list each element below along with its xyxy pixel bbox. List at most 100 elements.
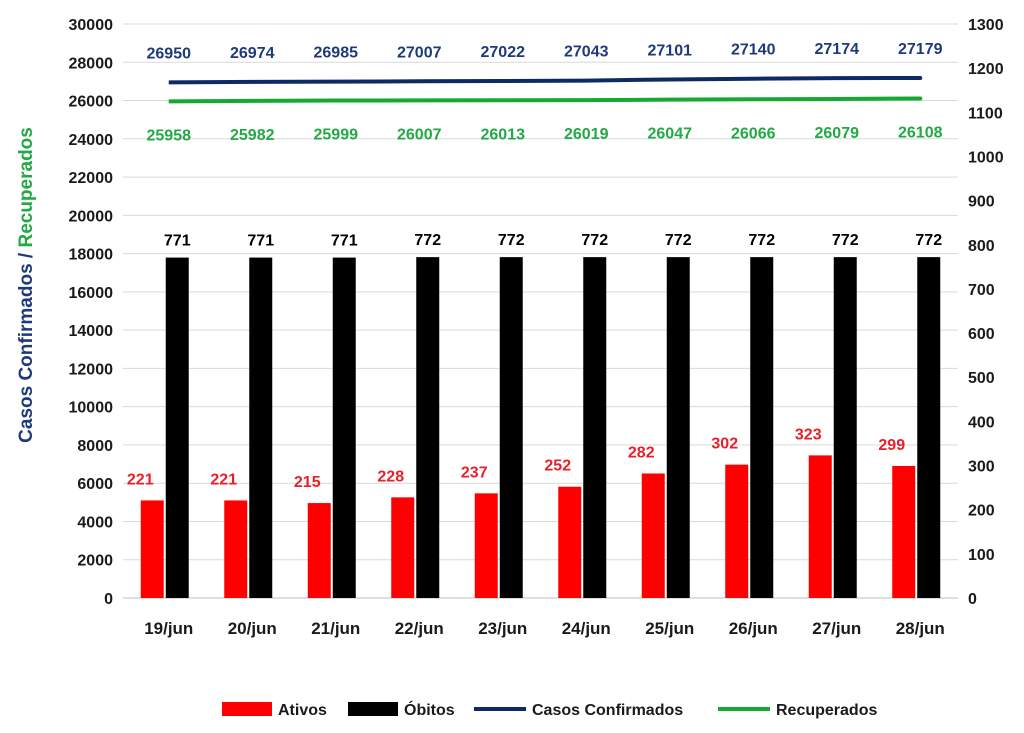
left-tick-label: 20000 bbox=[69, 208, 114, 225]
left-tick-label: 8000 bbox=[77, 438, 113, 455]
bar-obitos bbox=[499, 257, 523, 598]
x-tick-label: 25/jun bbox=[645, 619, 694, 638]
bar-obitos bbox=[666, 257, 690, 598]
right-tick-label: 900 bbox=[968, 194, 995, 211]
data-label-ativos: 228 bbox=[377, 468, 404, 485]
right-tick-label: 400 bbox=[968, 414, 995, 431]
line-marks bbox=[168, 75, 923, 104]
left-tick-label: 18000 bbox=[69, 247, 114, 264]
data-label-recuperados: 26066 bbox=[731, 125, 776, 142]
left-tick-label: 6000 bbox=[77, 476, 113, 493]
data-label-ativos: 282 bbox=[628, 444, 655, 461]
y-axis-label-recuperados: Recuperados bbox=[16, 127, 37, 247]
left-axis: 0 2000 4000 6000 8000 10000 12000 14000 16000 180… bbox=[69, 17, 114, 608]
bar-ativos bbox=[307, 503, 331, 598]
bar-ativos bbox=[808, 455, 832, 598]
line-casos-confirmados bbox=[168, 75, 923, 85]
data-label-recuperados: 26108 bbox=[898, 124, 943, 141]
right-tick-label: 200 bbox=[968, 503, 995, 520]
left-tick-label: 26000 bbox=[69, 94, 114, 111]
bar-obitos bbox=[583, 257, 607, 598]
bar-ativos bbox=[725, 464, 749, 598]
data-label-ativos: 221 bbox=[210, 471, 237, 488]
right-tick-label: 1000 bbox=[968, 149, 1004, 166]
right-tick-label: 0 bbox=[968, 591, 977, 608]
left-tick-label: 12000 bbox=[69, 361, 114, 378]
data-label-recuperados: 25958 bbox=[147, 127, 192, 144]
right-tick-label: 300 bbox=[968, 459, 995, 476]
data-label-obitos: 772 bbox=[665, 232, 692, 249]
data-label-obitos: 772 bbox=[581, 232, 608, 249]
y-axis-label-separator: / bbox=[16, 248, 37, 264]
bar-ativos bbox=[224, 500, 248, 598]
bar-ativos bbox=[140, 500, 164, 598]
left-tick-label: 4000 bbox=[77, 514, 113, 531]
data-labels: 221 221 215 228 237 252 282 302 323 299 771 771 771 7… bbox=[127, 41, 943, 491]
x-tick-label: 28/jun bbox=[896, 619, 945, 638]
data-label-recuperados: 26013 bbox=[481, 126, 526, 143]
x-tick-label: 23/jun bbox=[478, 619, 527, 638]
left-tick-label: 14000 bbox=[69, 323, 114, 340]
data-label-confirmados: 27043 bbox=[564, 44, 609, 61]
data-label-confirmados: 27179 bbox=[898, 41, 943, 58]
legend-label: Casos Confirmados bbox=[532, 702, 683, 719]
bar-ativos bbox=[474, 493, 498, 598]
y-axis-label-confirmados: Casos Confirmados bbox=[16, 263, 37, 442]
bar-obitos bbox=[165, 257, 189, 598]
data-label-obitos: 772 bbox=[832, 232, 859, 249]
right-tick-label: 1300 bbox=[968, 17, 1004, 34]
data-label-confirmados: 27101 bbox=[648, 42, 693, 59]
bar-marks bbox=[140, 257, 941, 598]
right-tick-label: 700 bbox=[968, 282, 995, 299]
right-tick-label: 1200 bbox=[968, 61, 1004, 78]
x-tick-label: 26/jun bbox=[729, 619, 778, 638]
bar-obitos bbox=[249, 257, 273, 598]
data-label-confirmados: 26985 bbox=[314, 45, 359, 62]
data-label-obitos: 772 bbox=[498, 232, 525, 249]
left-tick-label: 0 bbox=[104, 591, 113, 608]
left-tick-label: 28000 bbox=[69, 55, 114, 72]
right-tick-label: 800 bbox=[968, 238, 995, 255]
line-recuperados bbox=[168, 96, 923, 104]
data-label-recuperados: 25982 bbox=[230, 127, 275, 144]
x-tick-label: 27/jun bbox=[812, 619, 861, 638]
data-label-ativos: 221 bbox=[127, 471, 154, 488]
bar-ativos bbox=[558, 486, 582, 598]
data-label-ativos: 252 bbox=[544, 458, 571, 475]
bar-ativos bbox=[391, 497, 415, 598]
data-label-ativos: 237 bbox=[461, 464, 488, 481]
data-label-recuperados: 26019 bbox=[564, 126, 609, 143]
y-axis-label: Casos Confirmados / Recuperados bbox=[16, 127, 37, 443]
data-label-recuperados: 26079 bbox=[815, 125, 860, 142]
data-label-confirmados: 27140 bbox=[731, 42, 776, 59]
data-label-ativos: 323 bbox=[795, 426, 822, 443]
left-tick-label: 30000 bbox=[69, 17, 114, 34]
legend: Ativos Óbitos Casos Confirmados Recuperados bbox=[222, 700, 877, 719]
bar-obitos bbox=[917, 257, 941, 598]
legend-swatch bbox=[222, 702, 272, 716]
data-label-recuperados: 26007 bbox=[397, 126, 442, 143]
data-label-confirmados: 27174 bbox=[815, 41, 860, 58]
right-tick-label: 100 bbox=[968, 547, 995, 564]
legend-label: Recuperados bbox=[776, 702, 877, 719]
x-tick-label: 24/jun bbox=[562, 619, 611, 638]
gridlines bbox=[123, 23, 958, 599]
data-label-obitos: 771 bbox=[164, 233, 191, 250]
left-tick-label: 24000 bbox=[69, 132, 114, 149]
left-tick-label: 2000 bbox=[77, 553, 113, 570]
bar-ativos bbox=[641, 473, 665, 598]
data-label-ativos: 215 bbox=[294, 474, 321, 491]
bar-obitos bbox=[833, 257, 857, 598]
bar-obitos bbox=[416, 257, 440, 598]
right-tick-label: 500 bbox=[968, 370, 995, 387]
right-tick-label: 1100 bbox=[968, 105, 1003, 122]
data-label-obitos: 772 bbox=[748, 232, 775, 249]
x-tick-label: 21/jun bbox=[311, 619, 360, 638]
data-label-confirmados: 27022 bbox=[481, 44, 526, 61]
data-label-obitos: 771 bbox=[247, 233, 274, 250]
data-label-ativos: 302 bbox=[711, 436, 738, 453]
bar-obitos bbox=[332, 257, 356, 598]
data-label-recuperados: 26047 bbox=[648, 126, 693, 143]
data-label-obitos: 771 bbox=[331, 233, 358, 250]
